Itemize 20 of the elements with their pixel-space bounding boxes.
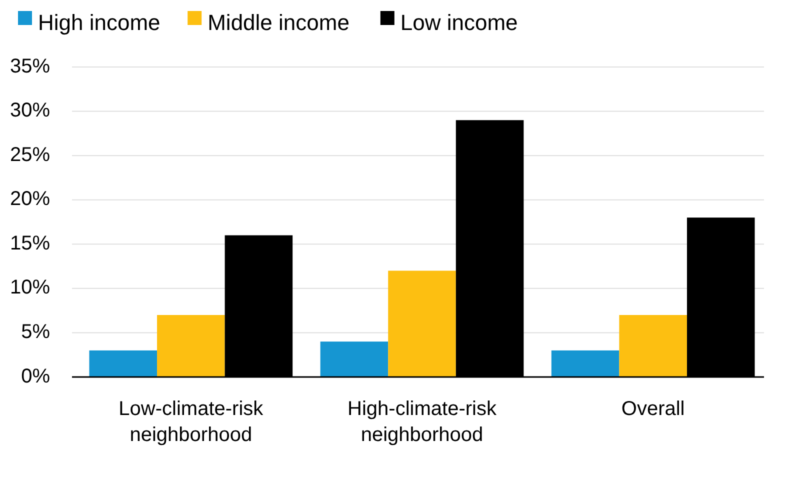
legend-label: Middle income — [208, 10, 350, 35]
y-tick-label: 10% — [10, 276, 50, 299]
bar — [551, 350, 620, 377]
bar — [320, 342, 388, 377]
y-tick-label: 20% — [10, 188, 50, 210]
y-tick-label: 0% — [21, 365, 50, 388]
legend-label: High income — [38, 10, 160, 35]
bar — [89, 350, 158, 377]
x-tick-label: Low-climate-risk neighborhood — [118, 398, 264, 446]
y-tick-label: 30% — [10, 100, 50, 122]
bar — [157, 315, 225, 377]
y-tick-label: 35% — [10, 55, 50, 78]
legend-label: Low income — [400, 10, 518, 35]
y-tick-label: 5% — [21, 320, 50, 343]
x-tick-label: Overall — [621, 398, 685, 420]
y-tick-label: 25% — [10, 144, 50, 166]
bar — [388, 270, 456, 377]
x-tick-label: High-climate-risk neighborhood — [348, 398, 498, 446]
bar — [619, 315, 687, 377]
y-tick-label: 15% — [10, 232, 50, 254]
